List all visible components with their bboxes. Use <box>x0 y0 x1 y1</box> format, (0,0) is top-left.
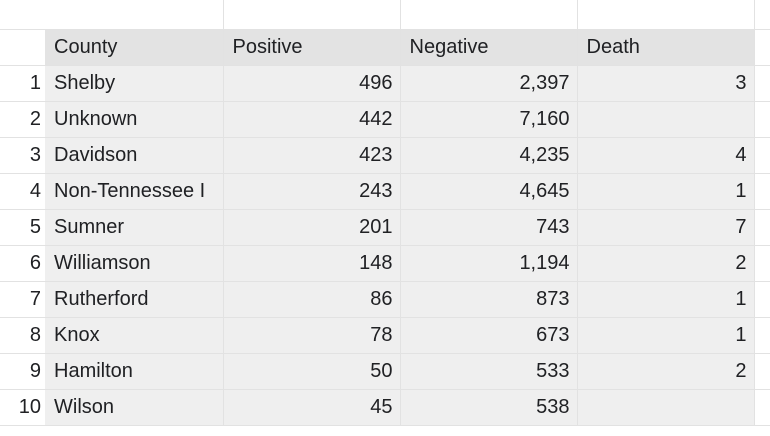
header-cell-county[interactable]: County <box>45 29 224 66</box>
row-number: 9 <box>0 353 45 390</box>
county-cell[interactable]: Knox <box>45 317 224 354</box>
table-row: 10 Wilson 45 538 <box>0 389 770 426</box>
death-cell[interactable]: 7 <box>577 209 755 246</box>
header-cell-death[interactable]: Death <box>577 29 755 66</box>
empty-cell[interactable] <box>754 173 770 210</box>
header-cell-positive[interactable]: Positive <box>223 29 401 66</box>
empty-cell[interactable] <box>754 209 770 246</box>
positive-cell[interactable]: 148 <box>223 245 401 282</box>
row-number: 3 <box>0 137 45 174</box>
empty-cell[interactable] <box>45 0 224 30</box>
table-row: 7 Rutherford 86 873 1 <box>0 281 770 318</box>
header-cell-negative[interactable]: Negative <box>400 29 578 66</box>
empty-cell[interactable] <box>754 137 770 174</box>
negative-cell[interactable]: 673 <box>400 317 578 354</box>
row-number: 8 <box>0 317 45 354</box>
negative-cell[interactable]: 2,397 <box>400 65 578 102</box>
table-row: 6 Williamson 148 1,194 2 <box>0 245 770 282</box>
death-cell[interactable] <box>577 101 755 138</box>
empty-cell[interactable] <box>400 0 578 30</box>
positive-cell[interactable]: 45 <box>223 389 401 426</box>
county-cell[interactable]: Wilson <box>45 389 224 426</box>
negative-cell[interactable]: 1,194 <box>400 245 578 282</box>
empty-cell[interactable] <box>754 29 770 66</box>
empty-cell[interactable] <box>754 0 770 30</box>
positive-cell[interactable]: 50 <box>223 353 401 390</box>
negative-cell[interactable]: 4,645 <box>400 173 578 210</box>
death-cell[interactable]: 3 <box>577 65 755 102</box>
negative-cell[interactable]: 743 <box>400 209 578 246</box>
negative-cell[interactable]: 533 <box>400 353 578 390</box>
table-row: 2 Unknown 442 7,160 <box>0 101 770 138</box>
county-cell[interactable]: Unknown <box>45 101 224 138</box>
positive-cell[interactable]: 78 <box>223 317 401 354</box>
table-row: 4 Non-Tennessee I 243 4,645 1 <box>0 173 770 210</box>
county-cell[interactable]: Davidson <box>45 137 224 174</box>
county-cell[interactable]: Non-Tennessee I <box>45 173 224 210</box>
death-cell[interactable]: 1 <box>577 281 755 318</box>
row-number: 1 <box>0 65 45 102</box>
row-number <box>0 0 45 30</box>
table-row: 3 Davidson 423 4,235 4 <box>0 137 770 174</box>
positive-cell[interactable]: 86 <box>223 281 401 318</box>
row-number: 6 <box>0 245 45 282</box>
death-cell[interactable]: 4 <box>577 137 755 174</box>
row-number: 2 <box>0 101 45 138</box>
row-number: 5 <box>0 209 45 246</box>
positive-cell[interactable]: 423 <box>223 137 401 174</box>
row-number: 10 <box>0 389 45 426</box>
county-cell[interactable]: Williamson <box>45 245 224 282</box>
data-table: County Positive Negative Death 1 Shelby 49… <box>0 0 770 426</box>
positive-cell[interactable]: 201 <box>223 209 401 246</box>
negative-cell[interactable]: 873 <box>400 281 578 318</box>
empty-cell[interactable] <box>754 389 770 426</box>
header-row: County Positive Negative Death <box>0 29 770 66</box>
table-row: 1 Shelby 496 2,397 3 <box>0 65 770 102</box>
empty-cell[interactable] <box>754 353 770 390</box>
empty-cell[interactable] <box>754 317 770 354</box>
death-cell[interactable]: 1 <box>577 173 755 210</box>
positive-cell[interactable]: 442 <box>223 101 401 138</box>
county-cell[interactable]: Hamilton <box>45 353 224 390</box>
positive-cell[interactable]: 496 <box>223 65 401 102</box>
row-number <box>0 29 45 66</box>
empty-cell[interactable] <box>754 101 770 138</box>
empty-cell[interactable] <box>223 0 401 30</box>
empty-cell[interactable] <box>754 245 770 282</box>
empty-top-row <box>0 0 770 30</box>
county-cell[interactable]: Shelby <box>45 65 224 102</box>
death-cell[interactable]: 2 <box>577 245 755 282</box>
death-cell[interactable] <box>577 389 755 426</box>
empty-cell[interactable] <box>577 0 755 30</box>
table-row: 8 Knox 78 673 1 <box>0 317 770 354</box>
negative-cell[interactable]: 7,160 <box>400 101 578 138</box>
death-cell[interactable]: 2 <box>577 353 755 390</box>
empty-cell[interactable] <box>754 281 770 318</box>
death-cell[interactable]: 1 <box>577 317 755 354</box>
county-cell[interactable]: Rutherford <box>45 281 224 318</box>
positive-cell[interactable]: 243 <box>223 173 401 210</box>
table-body: 1 Shelby 496 2,397 3 2 Unknown 442 7,160 3 Davidso… <box>0 65 770 426</box>
table-row: 5 Sumner 201 743 7 <box>0 209 770 246</box>
row-number: 7 <box>0 281 45 318</box>
row-number: 4 <box>0 173 45 210</box>
table-row: 9 Hamilton 50 533 2 <box>0 353 770 390</box>
empty-cell[interactable] <box>754 65 770 102</box>
negative-cell[interactable]: 538 <box>400 389 578 426</box>
negative-cell[interactable]: 4,235 <box>400 137 578 174</box>
county-cell[interactable]: Sumner <box>45 209 224 246</box>
